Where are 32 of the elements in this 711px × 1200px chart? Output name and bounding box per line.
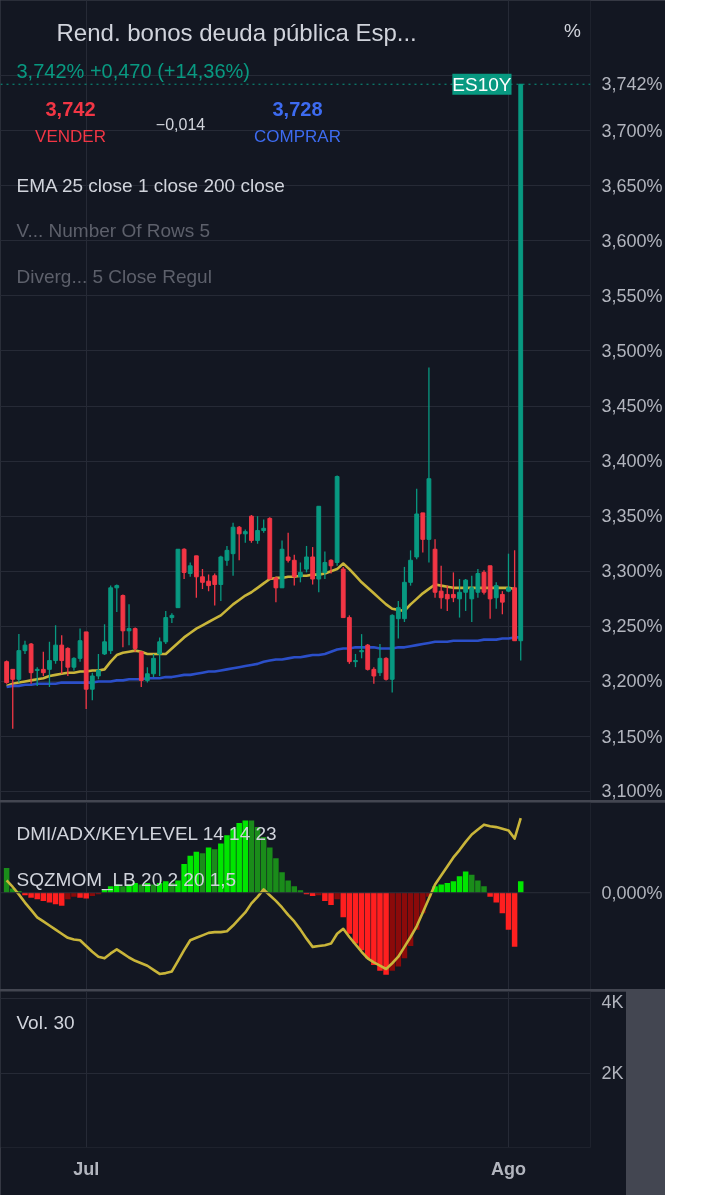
y-tick-label: 3,150%: [601, 726, 663, 747]
annotation: 3,742: [45, 97, 96, 120]
text: Rend. bonos deuda pública Esp...: [56, 19, 417, 46]
y-tick-label: 3,650%: [601, 175, 663, 196]
annotation: 3,728: [272, 97, 323, 120]
y-tick-label: 3,500%: [601, 340, 663, 361]
text: Vol. 30: [16, 1012, 75, 1033]
y-tick-label: 3,400%: [601, 451, 663, 472]
y-tick-label: 3,550%: [601, 285, 663, 306]
annotation: ES10Y: [452, 73, 512, 95]
text: 3,742% +0,470 (+14,36%): [16, 59, 251, 82]
y-tick-label: 3,100%: [601, 780, 663, 801]
annotation: EMA 25 close 1 close 200 close: [16, 175, 285, 196]
annotation: COMPRAR: [254, 127, 341, 146]
annotation: −0,014: [155, 115, 206, 133]
y-tick-label: 4K: [601, 991, 624, 1012]
x-tick-label: Jul: [73, 1158, 100, 1179]
y-tick-label: 3,450%: [601, 396, 663, 417]
annotation: VENDER: [35, 127, 106, 146]
x-tick-label: Ago: [490, 1158, 526, 1179]
y-tick-label: 3,300%: [601, 561, 663, 582]
y-tick-label: 3,600%: [601, 230, 663, 251]
ref-line-label: 3,742%: [601, 74, 663, 95]
y-tick-label: 3,700%: [601, 120, 663, 141]
y-tick-label: 3,250%: [601, 616, 663, 637]
y-tick-label: 3,350%: [601, 506, 663, 527]
y-tick-label: 2K: [601, 1063, 624, 1084]
text: %: [564, 20, 582, 41]
y-tick-label: 3,200%: [601, 671, 663, 692]
annotation: V... Number Of Rows 5: [16, 220, 211, 241]
ref-line-label: 0,000%: [601, 882, 663, 903]
annotation: Diverg... 5 Close Regul: [16, 266, 212, 287]
